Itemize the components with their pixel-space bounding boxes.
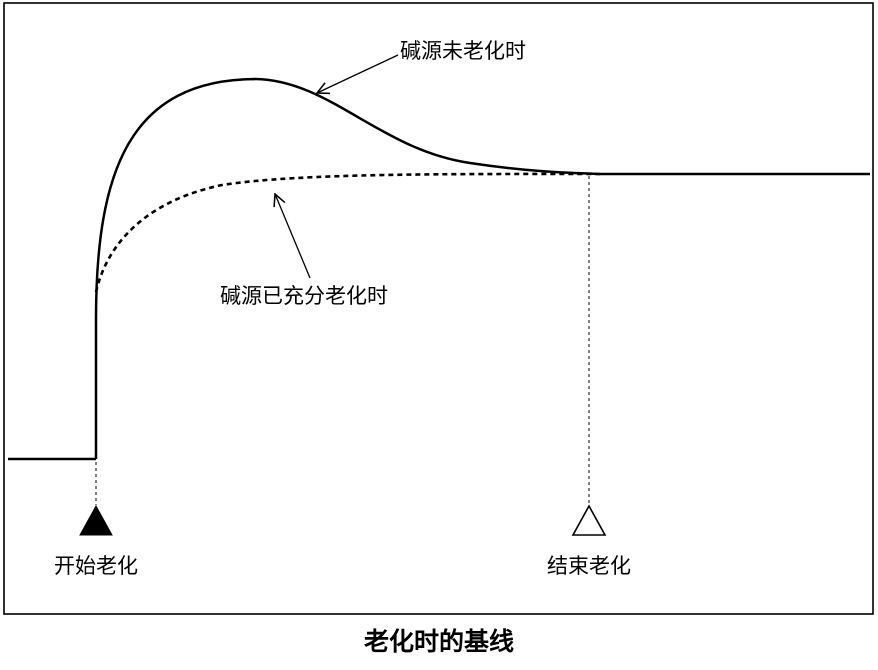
label-aged-source: 碱源已充分老化时 [220,284,388,308]
end-marker-hollow-triangle [571,504,607,536]
diagram-frame [3,2,874,615]
label-unaged-source: 碱源未老化时 [400,39,526,63]
curve-unaged-solid [94,77,870,459]
figure-caption: 老化时的基线 [363,627,514,656]
curve-aged-dashed [94,172,601,293]
arrow-aged [275,194,311,279]
label-end-aging: 结束老化 [547,554,631,578]
start-marker-filled-triangle [79,504,113,536]
label-start-aging: 开始老化 [54,554,138,578]
arrow-unaged [317,54,399,93]
baseline-diagram: 碱源未老化时 碱源已充分老化时 开始老化 结束老化 [3,2,874,615]
